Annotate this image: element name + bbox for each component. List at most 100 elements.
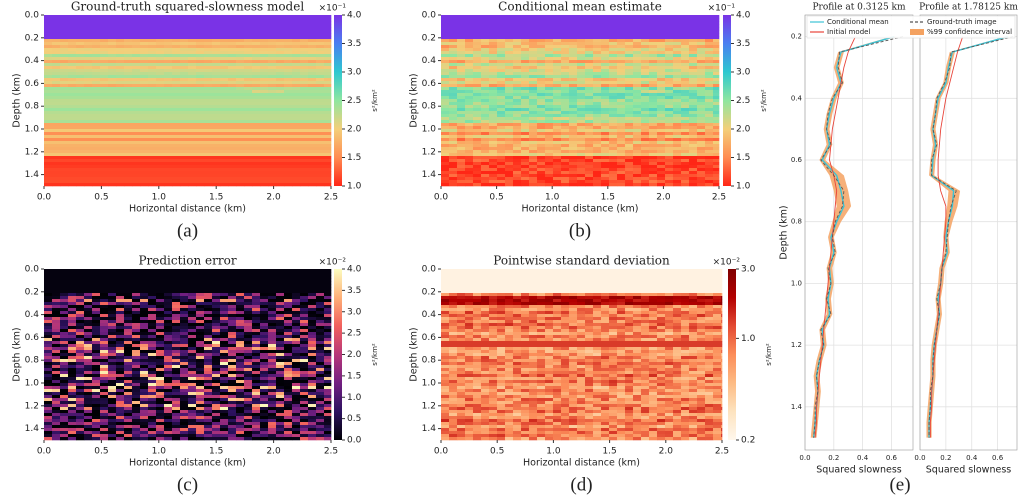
heatmap-cell bbox=[220, 129, 228, 132]
heatmap-cell bbox=[52, 287, 60, 290]
heatmap-cell bbox=[593, 27, 601, 30]
heatmap-cell bbox=[300, 93, 308, 96]
heatmap-cell bbox=[577, 126, 585, 129]
heatmap-cell bbox=[92, 311, 100, 314]
heatmap-cell bbox=[92, 305, 100, 308]
heatmap-cell bbox=[689, 57, 697, 60]
heatmap-cell bbox=[260, 90, 268, 93]
heatmap-cell bbox=[228, 269, 236, 272]
heatmap-cell bbox=[465, 96, 473, 99]
heatmap-cell bbox=[220, 177, 228, 180]
heatmap-cell bbox=[465, 93, 473, 96]
heatmap-cell bbox=[633, 81, 641, 84]
heatmap-cell bbox=[44, 33, 52, 36]
heatmap-cell bbox=[116, 105, 124, 108]
heatmap-cell bbox=[617, 162, 625, 165]
heatmap-cell bbox=[553, 159, 561, 162]
heatmap-cell bbox=[689, 138, 697, 141]
heatmap-cell bbox=[585, 174, 593, 177]
heatmap-cell bbox=[609, 171, 617, 174]
heatmap-cell bbox=[449, 144, 457, 147]
heatmap-cell bbox=[284, 150, 292, 153]
heatmap-cell bbox=[196, 105, 204, 108]
heatmap-cell bbox=[625, 84, 633, 87]
heatmap-cell bbox=[489, 48, 497, 51]
heatmap-cell bbox=[124, 177, 132, 180]
heatmap-cell bbox=[172, 15, 180, 18]
heatmap-cell bbox=[108, 278, 116, 281]
heatmap-cell bbox=[705, 150, 713, 153]
heatmap-cell bbox=[252, 60, 260, 63]
heatmap-cell bbox=[457, 45, 465, 48]
heatmap-cell bbox=[513, 135, 521, 138]
heatmap-cell bbox=[60, 162, 68, 165]
heatmap-cell bbox=[324, 299, 331, 302]
heatmap-cell bbox=[60, 75, 68, 78]
heatmap-cell bbox=[172, 311, 180, 314]
heatmap-cell bbox=[172, 281, 180, 284]
heatmap-cell bbox=[108, 275, 116, 278]
heatmap-cell bbox=[84, 42, 92, 45]
heatmap-cell bbox=[44, 138, 52, 141]
heatmap-cell bbox=[657, 36, 665, 39]
y-tick-label: 1.4 bbox=[25, 170, 40, 180]
heatmap-cell bbox=[116, 87, 124, 90]
heatmap-cell bbox=[449, 75, 457, 78]
heatmap-cell bbox=[324, 93, 331, 96]
heatmap-cell bbox=[324, 39, 331, 42]
heatmap-cell bbox=[244, 120, 252, 123]
heatmap-cell bbox=[681, 69, 689, 72]
heatmap-cell bbox=[681, 57, 689, 60]
heatmap-cell bbox=[108, 87, 116, 90]
heatmap-cell bbox=[697, 156, 705, 159]
heatmap-cell bbox=[497, 114, 505, 117]
heatmap-cell bbox=[84, 168, 92, 171]
heatmap-cell bbox=[308, 177, 316, 180]
heatmap-cell bbox=[657, 87, 665, 90]
heatmap-cell bbox=[292, 314, 300, 317]
heatmap-cell bbox=[617, 75, 625, 78]
heatmap-cell bbox=[76, 147, 84, 150]
heatmap-cell bbox=[60, 153, 68, 156]
heatmap-cell bbox=[108, 183, 116, 186]
heatmap-cell bbox=[156, 290, 164, 293]
heatmap-cell bbox=[673, 51, 681, 54]
heatmap-cell bbox=[292, 63, 300, 66]
heatmap-cell bbox=[188, 24, 196, 27]
heatmap-cell bbox=[681, 156, 689, 159]
heatmap-cell bbox=[601, 72, 609, 75]
heatmap-cell bbox=[204, 21, 212, 24]
heatmap-cell bbox=[441, 69, 449, 72]
heatmap-cell bbox=[196, 287, 204, 290]
heatmap-cell bbox=[481, 135, 489, 138]
heatmap-cell bbox=[60, 302, 68, 305]
heatmap-cell bbox=[713, 69, 719, 72]
heatmap-cell bbox=[601, 81, 609, 84]
heatmap-cell bbox=[236, 33, 244, 36]
heatmap-cell bbox=[457, 171, 465, 174]
heatmap-cell bbox=[713, 141, 719, 144]
heatmap-cell bbox=[561, 105, 569, 108]
heatmap-cell bbox=[324, 144, 331, 147]
heatmap-cell bbox=[180, 114, 188, 117]
heatmap-cell bbox=[529, 126, 537, 129]
heatmap-cell bbox=[60, 138, 68, 141]
heatmap-cell bbox=[220, 45, 228, 48]
heatmap-cell bbox=[276, 159, 284, 162]
heatmap-cell bbox=[713, 51, 719, 54]
heatmap-cell bbox=[196, 63, 204, 66]
heatmap-cell bbox=[220, 156, 228, 159]
heatmap-cell bbox=[593, 144, 601, 147]
heatmap-cell bbox=[108, 177, 116, 180]
heatmap-cell bbox=[252, 78, 260, 81]
colorbar-tick-label: 1.5 bbox=[347, 153, 361, 163]
heatmap-cell bbox=[156, 317, 164, 320]
heatmap-cell bbox=[260, 183, 268, 186]
heatmap-cell bbox=[561, 114, 569, 117]
heatmap-cell bbox=[132, 78, 140, 81]
heatmap-cell bbox=[649, 93, 657, 96]
heatmap-cell bbox=[164, 147, 172, 150]
heatmap-cell bbox=[569, 174, 577, 177]
heatmap-cell bbox=[148, 332, 156, 335]
heatmap-cell bbox=[545, 174, 553, 177]
